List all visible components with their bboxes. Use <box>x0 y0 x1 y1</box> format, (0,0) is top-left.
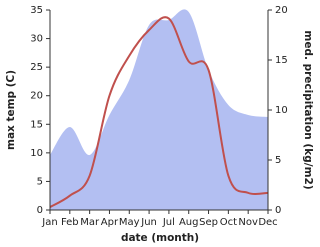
x-tick-label: Nov <box>238 217 258 228</box>
y-axis-label: max temp (C) <box>5 70 17 150</box>
x-tick-label: Mar <box>80 217 100 228</box>
x-axis-label: date (month) <box>121 232 199 244</box>
y-tick-label: 30 <box>30 34 43 45</box>
y2-axis-label: med. precipitation (kg/m2) <box>302 30 314 189</box>
y2-tick-label: 0 <box>275 205 281 216</box>
y2-tick-label: 15 <box>275 55 288 66</box>
y-tick-label: 5 <box>37 176 43 187</box>
y-tick-label: 0 <box>37 205 43 216</box>
x-tick-label: Sep <box>199 217 218 228</box>
x-tick-label: Dec <box>258 217 277 228</box>
x-tick-label: Aug <box>179 217 199 228</box>
y-tick-label: 25 <box>30 62 43 73</box>
x-tick-label: Jan <box>41 217 57 228</box>
y2-tick-label: 10 <box>275 105 288 116</box>
x-tick-label: Apr <box>101 217 119 228</box>
precipitation-area <box>50 9 268 210</box>
y-tick-label: 20 <box>30 91 43 102</box>
y-tick-label: 15 <box>30 119 43 130</box>
x-tick-label: May <box>119 217 140 228</box>
y-tick-label: 10 <box>30 148 43 159</box>
x-tick-label: Oct <box>220 217 237 228</box>
x-tick-label: Jun <box>140 217 157 228</box>
x-tick-label: Jul <box>162 217 175 228</box>
y2-tick-label: 20 <box>275 5 288 16</box>
y2-tick-label: 5 <box>275 155 281 166</box>
x-tick-label: Feb <box>61 217 79 228</box>
temperature-line <box>49 16 269 209</box>
y-tick-label: 35 <box>30 5 43 16</box>
